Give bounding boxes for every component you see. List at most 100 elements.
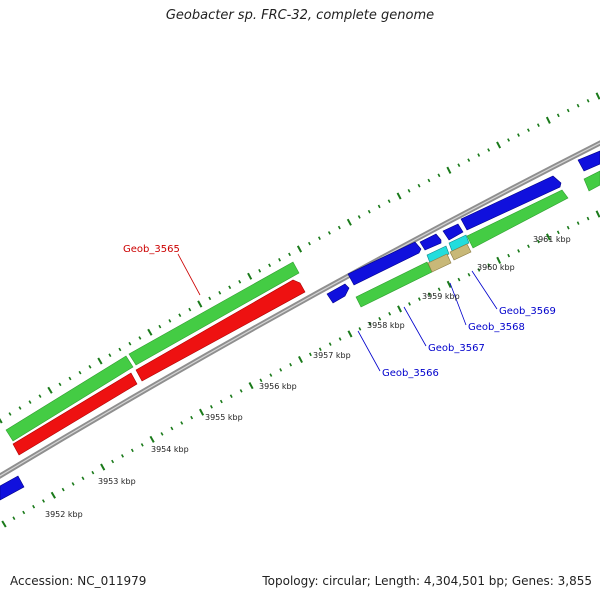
outer-tick <box>556 113 560 118</box>
gene-cyan-1[interactable] <box>426 245 450 264</box>
gene-label-geob-3567[interactable]: Geob_3567 <box>428 343 485 354</box>
inner-tick <box>229 394 233 398</box>
tick-label: 3960 kbp <box>477 263 515 272</box>
inner-tick <box>199 408 205 416</box>
outer-tick <box>437 173 441 178</box>
outer-tick <box>28 400 32 404</box>
inner-tick <box>517 249 521 253</box>
inner-tick <box>121 454 124 458</box>
inner-tick <box>22 510 26 515</box>
gene-track-upper[interactable] <box>5 261 306 456</box>
inner-tick <box>378 317 382 321</box>
gene-cyan-2[interactable] <box>448 234 470 252</box>
inner-tick <box>417 297 421 301</box>
gene-green-5[interactable] <box>583 170 600 192</box>
gene-tan-1[interactable] <box>427 253 452 273</box>
inner-tick <box>100 463 106 471</box>
outer-tick <box>427 178 431 183</box>
inner-tick <box>160 432 164 436</box>
outer-tick <box>147 328 153 336</box>
inner-tick <box>209 405 213 409</box>
outer-tick <box>208 296 212 301</box>
outer-tick <box>8 412 12 416</box>
gene-track-green-right[interactable] <box>355 170 600 308</box>
inner-tick <box>457 277 461 282</box>
tick-label: 3953 kbp <box>98 477 136 486</box>
inner-tick <box>50 491 56 499</box>
outer-tick <box>47 386 53 394</box>
gene-labels: Geob_3565 Geob_3566 Geob_3567 Geob_3568 … <box>123 244 556 379</box>
gene-green-1[interactable] <box>5 355 134 442</box>
gene-red-1[interactable] <box>12 372 138 456</box>
inner-tick <box>545 233 551 241</box>
tick-label: 3961 kbp <box>533 235 571 244</box>
inner-tick <box>81 476 85 481</box>
outer-tick <box>0 418 3 424</box>
gene-label-geob-3566[interactable]: Geob_3566 <box>382 368 439 379</box>
gene-red-2[interactable] <box>135 279 306 382</box>
callout-lines <box>177 253 498 372</box>
gene-blue-2[interactable] <box>347 241 422 286</box>
gene-label-geob-3569[interactable]: Geob_3569 <box>499 306 556 317</box>
outer-tick <box>68 376 72 381</box>
inner-tick <box>289 362 293 367</box>
outer-tick <box>188 307 192 312</box>
outer-tick <box>138 336 142 340</box>
outer-tick <box>346 218 352 226</box>
inner-tick <box>91 470 95 475</box>
inner-tick <box>149 435 155 443</box>
accession-text: Accession: NC_011979 <box>10 574 147 588</box>
outer-tick <box>97 357 103 365</box>
outer-tick <box>238 280 242 284</box>
gene-blue-3[interactable] <box>419 233 442 251</box>
inner-tick <box>507 253 511 258</box>
inner-tick <box>576 221 580 225</box>
outer-tick <box>576 103 580 108</box>
inner-tick <box>279 368 283 372</box>
outer-tick <box>417 183 421 188</box>
inner-tick <box>446 280 452 288</box>
outer-tick <box>517 133 520 137</box>
gene-green-4[interactable] <box>466 189 569 249</box>
backbone <box>0 140 600 479</box>
inner-tick <box>408 302 411 306</box>
outer-tick <box>158 324 162 329</box>
inner-tick <box>566 225 570 230</box>
gene-tan-2[interactable] <box>449 243 472 261</box>
inner-tick <box>427 292 431 296</box>
inner-tick <box>130 448 134 453</box>
gene-label-geob-3568[interactable]: Geob_3568 <box>468 322 525 333</box>
inner-tick <box>527 244 530 249</box>
outer-tick <box>496 141 502 149</box>
inner-tick <box>219 399 223 404</box>
inner-tick <box>259 378 263 383</box>
inner-tick <box>269 373 273 377</box>
inner-tick <box>595 210 600 218</box>
gene-blue-6[interactable] <box>577 150 600 172</box>
outer-tick <box>168 319 172 323</box>
inner-tick-track <box>1 210 600 528</box>
gene-blue-left[interactable] <box>0 475 25 501</box>
gene-green-2[interactable] <box>128 261 300 366</box>
tick-label: 3956 kbp <box>259 382 297 391</box>
gene-track-blue[interactable] <box>0 150 600 501</box>
gene-blue-5[interactable] <box>460 175 562 231</box>
genome-summary-text: Topology: circular; Length: 4,304,501 bp… <box>262 574 592 588</box>
inner-tick <box>170 426 174 431</box>
inner-tick <box>308 352 312 357</box>
outer-tick <box>595 92 600 100</box>
inner-tick <box>368 322 372 326</box>
outer-tick <box>407 189 411 193</box>
inner-tick <box>12 516 16 520</box>
inner-tick <box>347 330 353 338</box>
outer-tick <box>38 394 42 398</box>
gene-blue-4[interactable] <box>442 223 464 241</box>
inner-tick <box>111 459 115 464</box>
gene-label-geob-3565[interactable]: Geob_3565 <box>123 244 180 255</box>
outer-tick <box>566 108 570 113</box>
inner-tick <box>180 421 184 425</box>
gene-blue-1[interactable] <box>326 283 350 304</box>
outer-tick-track <box>0 92 600 424</box>
outer-tick <box>586 99 590 103</box>
